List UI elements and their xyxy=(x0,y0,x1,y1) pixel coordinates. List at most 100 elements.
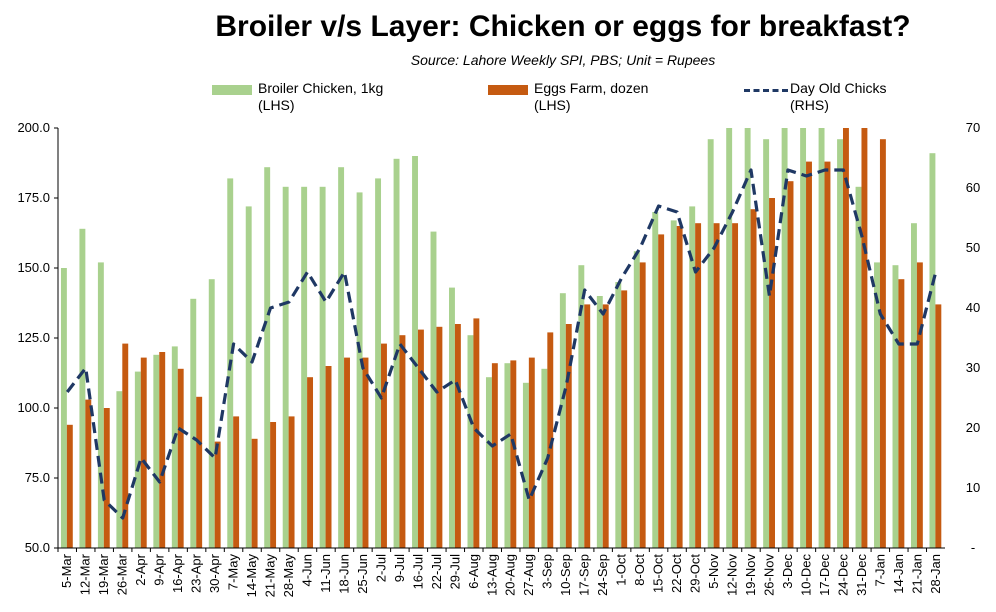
legend-swatch-chicks xyxy=(744,89,788,92)
bar-eggs xyxy=(565,324,572,548)
bar-eggs xyxy=(399,335,406,548)
x-tick-label: 3-Dec xyxy=(780,554,795,589)
bar-eggs xyxy=(122,343,129,548)
x-tick-label: 21-May xyxy=(263,554,278,598)
bar-broiler xyxy=(60,268,67,548)
bar-eggs xyxy=(916,262,923,548)
legend-label-chicks: Day Old Chicks (RHS) xyxy=(790,80,887,113)
bar-eggs xyxy=(750,209,757,548)
bar-broiler xyxy=(726,128,733,548)
x-tick-label: 22-Jul xyxy=(429,554,444,590)
bar-broiler xyxy=(818,128,825,548)
bar-broiler xyxy=(97,262,104,548)
x-tick-label: 29-Jul xyxy=(447,554,462,590)
bar-broiler xyxy=(467,335,474,548)
x-tick-label: 26-Nov xyxy=(761,554,776,596)
y-left-tick-label: 100.0 xyxy=(17,400,50,415)
bar-eggs xyxy=(381,343,387,548)
x-tick-label: 17-Sep xyxy=(577,554,592,596)
x-tick-label: 9-Jul xyxy=(392,554,407,582)
x-tick-label: 10-Sep xyxy=(558,554,573,596)
x-tick-label: 24-Sep xyxy=(595,554,610,596)
x-tick-label: 2-Jul xyxy=(373,554,388,582)
y-left-tick-label: 50.0 xyxy=(25,540,50,555)
x-tick-label: 21-Jan xyxy=(909,554,924,594)
bar-eggs xyxy=(251,438,258,548)
x-tick-label: 3-Sep xyxy=(540,554,555,589)
bar-eggs xyxy=(177,368,184,548)
bars-layer xyxy=(60,128,942,549)
x-tick-label: 8-Oct xyxy=(632,554,647,586)
x-tick-label: 26-Mar xyxy=(115,553,130,595)
bar-broiler xyxy=(79,228,86,549)
bar-eggs xyxy=(676,226,683,548)
bar-eggs xyxy=(621,290,628,548)
bar-broiler xyxy=(245,206,252,548)
bar-broiler xyxy=(763,139,770,548)
chart-subtitle: Source: Lahore Weekly SPI, PBS; Unit = R… xyxy=(410,52,716,68)
bar-eggs xyxy=(769,198,775,548)
x-tick-label: 18-Jun xyxy=(336,554,351,594)
x-tick-label: 11-Jun xyxy=(318,554,333,593)
y-right-tick-label: 60 xyxy=(966,180,980,195)
bar-eggs xyxy=(362,357,369,548)
bar-broiler xyxy=(670,220,677,548)
legend-swatch-eggs xyxy=(488,85,528,95)
bar-eggs xyxy=(935,304,942,548)
x-tick-label: 17-Dec xyxy=(817,554,832,596)
x-tick-label: 19-Nov xyxy=(743,554,758,596)
bar-broiler xyxy=(744,128,751,548)
bar-eggs xyxy=(288,416,295,548)
x-tick-label: 28-Jan xyxy=(928,554,943,594)
bar-eggs xyxy=(454,324,461,548)
bar-broiler xyxy=(208,279,215,548)
bar-eggs xyxy=(325,366,332,548)
bar-broiler xyxy=(892,265,899,548)
bar-broiler xyxy=(910,223,917,548)
bar-broiler xyxy=(190,298,197,548)
x-tick-label: 7-May xyxy=(226,554,241,591)
y-right-tick-label: 10 xyxy=(966,480,980,495)
bar-broiler xyxy=(929,153,936,548)
y-left-tick-label: 75.0 xyxy=(25,470,50,485)
x-tick-label: 7-Jan xyxy=(872,554,887,587)
x-tick-label: 19-Mar xyxy=(96,553,111,595)
x-tick-label: 5-Nov xyxy=(706,554,721,589)
bar-eggs xyxy=(695,223,702,548)
bar-broiler xyxy=(264,167,271,548)
bar-broiler xyxy=(800,128,807,548)
bar-broiler xyxy=(116,391,123,548)
bar-eggs xyxy=(417,329,424,548)
bar-broiler xyxy=(375,178,382,548)
bar-broiler xyxy=(301,186,308,549)
bar-eggs xyxy=(528,357,535,548)
x-tick-label: 12-Nov xyxy=(724,554,739,596)
bar-eggs xyxy=(140,357,147,548)
bar-broiler xyxy=(874,262,880,548)
bar-broiler xyxy=(504,363,511,548)
y-left-tick-label: 175.0 xyxy=(17,190,50,205)
x-tick-label: 13-Aug xyxy=(484,554,499,596)
x-tick-label: 30-Apr xyxy=(207,553,222,593)
line-day-old-chicks xyxy=(65,168,938,520)
bar-eggs xyxy=(436,326,443,548)
x-tick-label: 12-Mar xyxy=(78,553,93,595)
bar-eggs xyxy=(159,352,166,548)
bar-eggs xyxy=(584,304,591,548)
x-tick-label: 15-Oct xyxy=(651,554,666,593)
bar-eggs xyxy=(842,128,849,548)
bar-eggs xyxy=(491,363,498,548)
x-tick-label: 2-Apr xyxy=(133,553,148,585)
x-tick-label: 28-May xyxy=(281,554,296,598)
x-tick-label: 10-Dec xyxy=(798,554,813,596)
bar-eggs xyxy=(307,377,314,548)
bar-broiler xyxy=(855,186,862,549)
y-right-tick-label: 50 xyxy=(966,240,980,255)
y-left-tick-label: 125.0 xyxy=(17,330,50,345)
bar-broiler xyxy=(282,186,289,549)
bar-broiler xyxy=(412,156,418,548)
bar-broiler xyxy=(319,186,326,549)
bar-eggs xyxy=(510,360,517,548)
bar-eggs xyxy=(103,408,110,548)
